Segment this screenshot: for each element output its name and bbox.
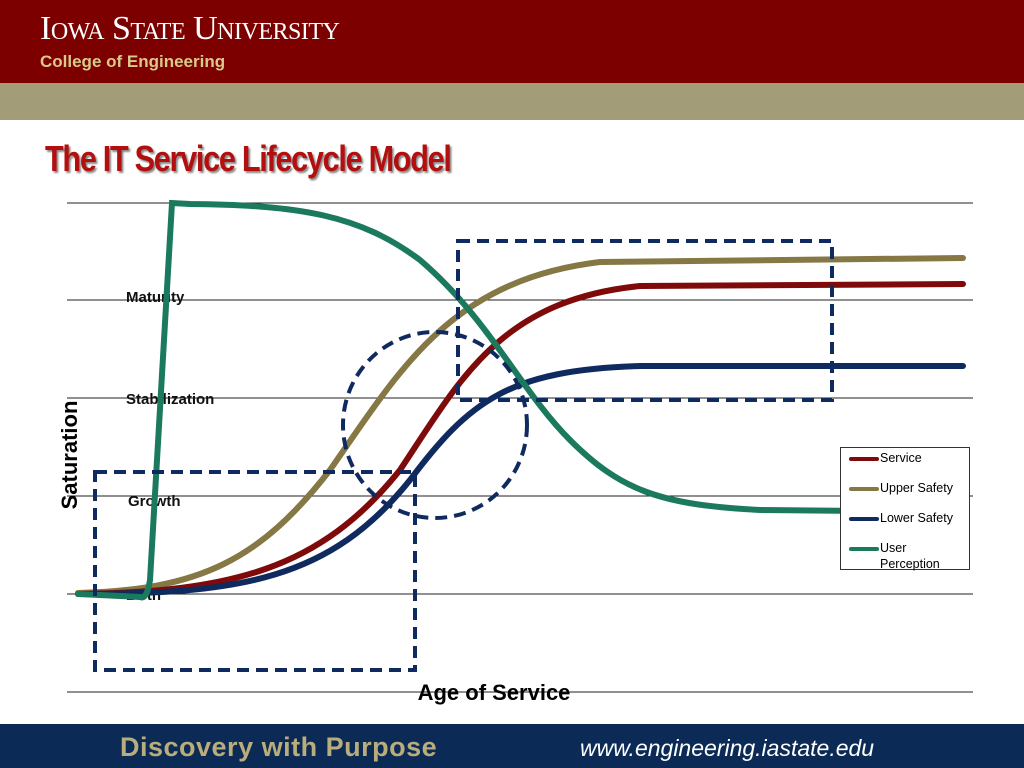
dashed-ellipse [341, 330, 529, 520]
college-name: College of Engineering [40, 52, 226, 71]
legend-item: User Perception [849, 540, 969, 572]
header-bar [0, 0, 1024, 83]
tagline: Discovery with Purpose [120, 732, 438, 762]
curve [75, 255, 966, 596]
legend-item: Lower Safety [849, 510, 969, 526]
legend-label: Service [880, 451, 922, 465]
legend: Service Upper Safety Lower Safety User P… [840, 447, 970, 572]
legend-swatch [849, 457, 879, 461]
legend-label: User Perception [880, 541, 940, 571]
stage-label: Stabilization [126, 391, 214, 408]
legend-item: Upper Safety [849, 480, 969, 496]
legend-swatch [849, 547, 879, 551]
curve [75, 199, 966, 601]
stage-label: Maturity [126, 289, 185, 306]
footer-bar [0, 724, 1024, 768]
legend-swatch [849, 517, 879, 521]
university-name: Iowa State University [40, 10, 340, 47]
legend-swatch [849, 487, 879, 491]
header-band [0, 83, 1024, 120]
dashed-box [93, 470, 417, 672]
legend-item: Service [849, 450, 969, 466]
x-axis-label: Age of Service [418, 680, 571, 705]
diagram: Maturity Stabilization Growth Birth Satu… [57, 199, 973, 705]
website-url: www.engineering.iastate.edu [580, 735, 875, 761]
gridlines [67, 202, 973, 693]
y-axis-label: Saturation [57, 401, 82, 510]
slide-title: The IT Service Lifecycle Model [45, 138, 452, 179]
curve [75, 363, 966, 597]
legend-label: Upper Safety [880, 481, 953, 495]
dashed-box [456, 239, 834, 402]
legend-label: Lower Safety [880, 511, 953, 525]
